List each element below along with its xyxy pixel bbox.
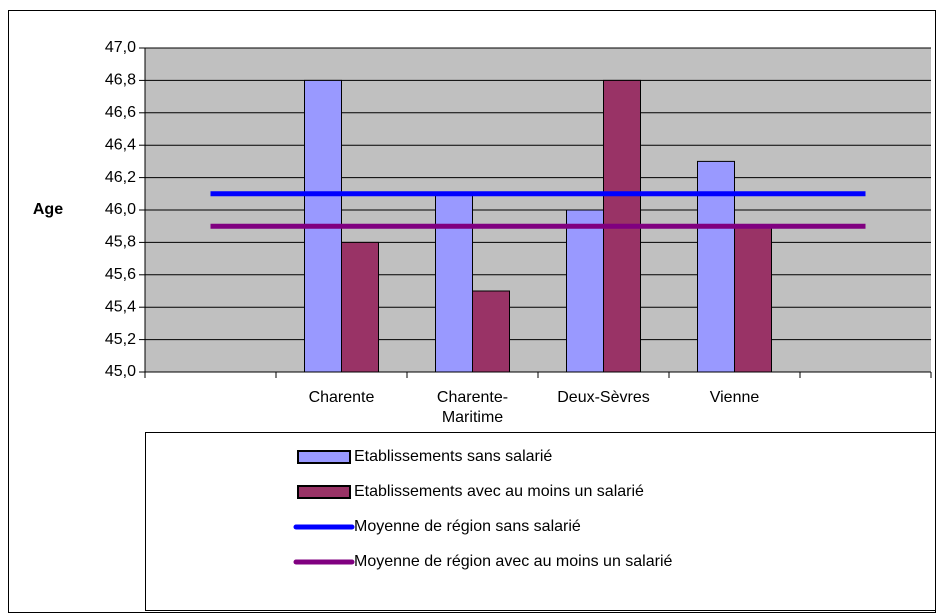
y-tick-label: 46,6	[105, 104, 136, 121]
legend-label: Moyenne de région avec au moins un salar…	[354, 553, 673, 570]
x-tick-label: Charente-Maritime	[436, 389, 509, 426]
y-axis-label: Age	[33, 201, 63, 218]
y-tick-label: 45,2	[105, 331, 136, 348]
y-tick-label: 46,4	[105, 136, 136, 153]
bar	[566, 209, 604, 373]
x-tick-label-box: Charente	[308, 389, 375, 406]
x-tick-label-box: Charente-Maritime	[436, 389, 509, 426]
bar	[734, 225, 772, 373]
legend-label: Etablissements avec au moins un salarié	[354, 483, 644, 500]
bar	[697, 160, 735, 373]
bar	[472, 290, 510, 373]
y-tick-label: 46,0	[105, 201, 136, 218]
legend-label: Etablissements sans salarié	[354, 448, 552, 465]
bar	[341, 241, 379, 373]
x-tick-label: Deux-Sèvres	[557, 389, 650, 406]
y-tick-label: 45,6	[105, 266, 136, 283]
x-tick-label: Charente	[308, 389, 375, 406]
y-tick-label: 47,0	[105, 39, 136, 56]
legend-swatch	[297, 485, 351, 499]
x-tick-label-box: Vienne	[709, 389, 760, 406]
legend-label: Moyenne de région sans salarié	[354, 518, 581, 535]
y-tick-label: 45,0	[105, 363, 136, 380]
y-tick-label: 46,8	[105, 72, 136, 89]
legend-box	[145, 432, 936, 611]
x-tick-label-box: Deux-Sèvres	[557, 389, 650, 406]
y-tick-label: 45,4	[105, 298, 136, 315]
legend-swatch	[297, 450, 351, 464]
y-tick-label: 45,8	[105, 234, 136, 251]
y-tick-label: 46,2	[105, 169, 136, 186]
x-tick-label: Vienne	[709, 389, 760, 406]
bar	[435, 193, 473, 373]
